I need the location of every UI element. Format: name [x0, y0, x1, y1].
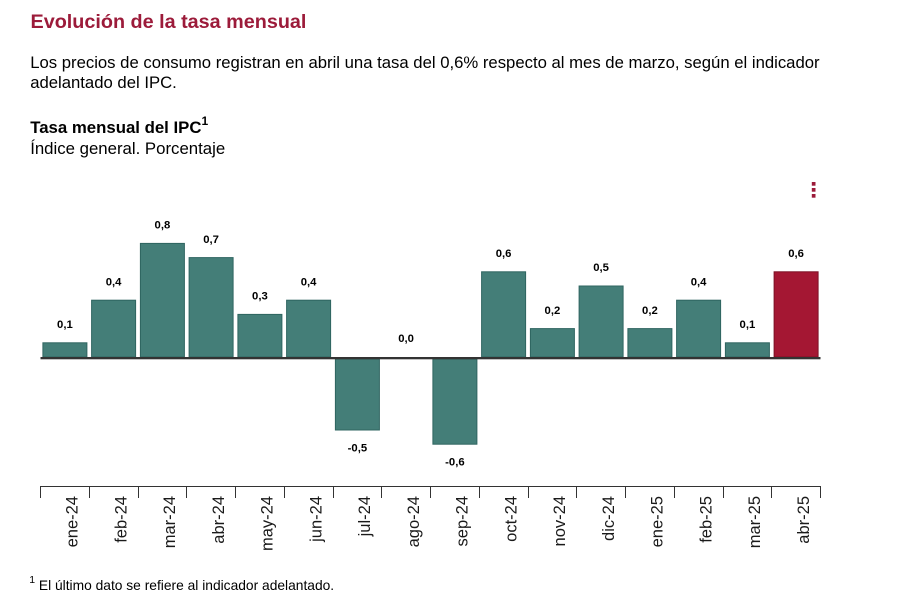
svg-text:mar-25: mar-25 — [746, 496, 764, 548]
svg-text:oct-24: oct-24 — [502, 496, 520, 542]
svg-text:-0,5: -0,5 — [348, 442, 367, 454]
svg-text:0,4: 0,4 — [691, 276, 707, 288]
svg-text:0,1: 0,1 — [57, 319, 73, 331]
svg-text:jun-24: jun-24 — [307, 496, 325, 543]
svg-text:0,1: 0,1 — [740, 319, 756, 331]
svg-text:0,4: 0,4 — [106, 276, 122, 288]
svg-text:ago-24: ago-24 — [405, 496, 423, 547]
svg-text:0,7: 0,7 — [203, 234, 219, 246]
svg-text:0,0: 0,0 — [398, 333, 414, 345]
svg-text:0,8: 0,8 — [155, 220, 171, 232]
svg-text:0,6: 0,6 — [496, 248, 512, 260]
svg-text:0,4: 0,4 — [301, 276, 317, 288]
svg-text:nov-24: nov-24 — [551, 496, 569, 546]
svg-text:abr-25: abr-25 — [795, 496, 813, 544]
svg-text:0,5: 0,5 — [593, 262, 609, 274]
svg-text:dic-24: dic-24 — [600, 496, 618, 541]
svg-text:0,6: 0,6 — [788, 248, 804, 260]
svg-text:mar-24: mar-24 — [161, 496, 179, 548]
svg-text:0,2: 0,2 — [545, 305, 561, 317]
svg-text:abr-24: abr-24 — [210, 496, 228, 544]
svg-text:0,3: 0,3 — [252, 291, 268, 303]
svg-text:may-24: may-24 — [259, 496, 277, 551]
svg-text:ene-24: ene-24 — [64, 496, 82, 547]
svg-text:jul-24: jul-24 — [356, 496, 374, 537]
svg-text:feb-24: feb-24 — [112, 496, 130, 543]
svg-text:feb-25: feb-25 — [697, 496, 715, 543]
svg-text:sep-24: sep-24 — [454, 496, 472, 546]
svg-text:0,2: 0,2 — [642, 305, 658, 317]
svg-text:ene-25: ene-25 — [649, 496, 667, 547]
svg-text:-0,6: -0,6 — [445, 457, 464, 469]
